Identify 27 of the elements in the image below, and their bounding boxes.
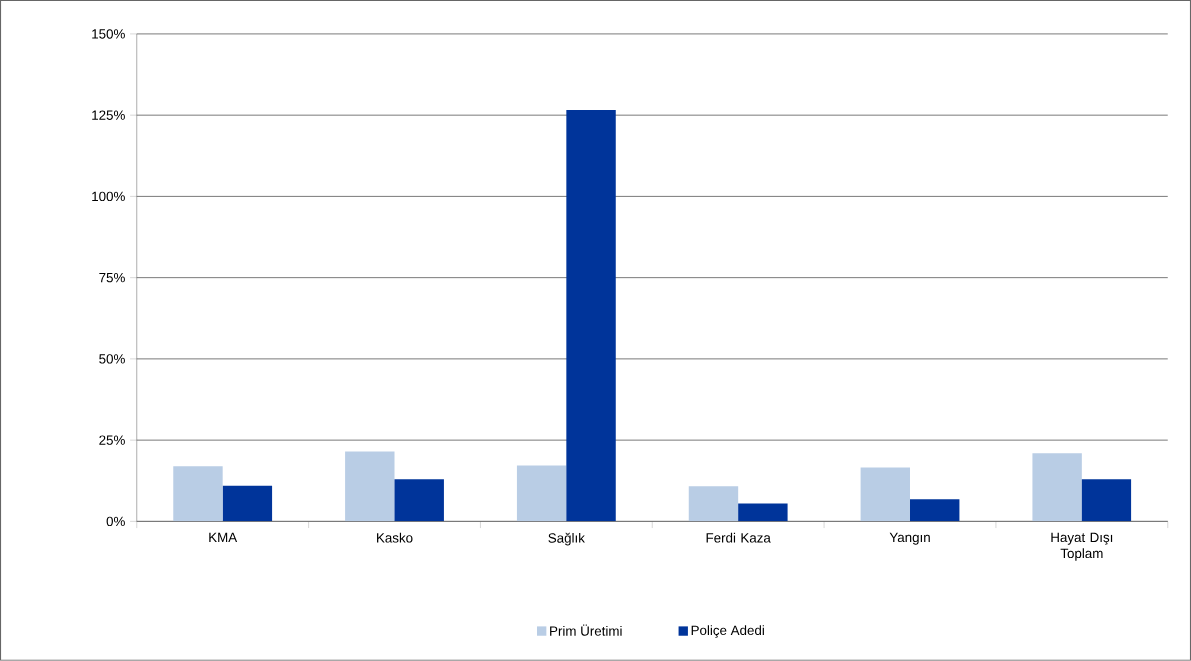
y-tick-label: 25% <box>99 435 125 445</box>
y-tick-label: 150% <box>92 29 125 39</box>
bar <box>173 466 223 522</box>
bar <box>566 110 616 522</box>
x-tick-label: KMA <box>209 532 238 543</box>
bar <box>860 467 911 522</box>
bar <box>688 486 739 522</box>
y-tick-label: 0% <box>106 516 125 527</box>
x-tick-label: Yangın <box>889 532 930 545</box>
x-tick-label: Sağlık <box>548 532 585 546</box>
bar <box>1081 479 1132 522</box>
x-tick-label: Hayat Dışı Toplam <box>1051 532 1113 561</box>
bar <box>394 479 444 522</box>
legend-label: Prim Üretimi <box>550 624 622 636</box>
y-tick-label: 100% <box>92 191 125 202</box>
y-tick-label: 125% <box>92 110 125 120</box>
y-tick-label: 50% <box>99 354 125 364</box>
y-tick-label: 75% <box>99 273 125 283</box>
bar <box>516 465 567 522</box>
x-tick-label: Kasko <box>377 532 413 543</box>
bar <box>1032 453 1082 522</box>
bar <box>345 451 395 522</box>
legend-label: Poliçe Adedi <box>691 625 764 638</box>
bar <box>910 499 960 522</box>
bar <box>738 503 788 522</box>
bar <box>222 485 273 522</box>
x-tick-label: Ferdi Kaza <box>706 532 771 543</box>
